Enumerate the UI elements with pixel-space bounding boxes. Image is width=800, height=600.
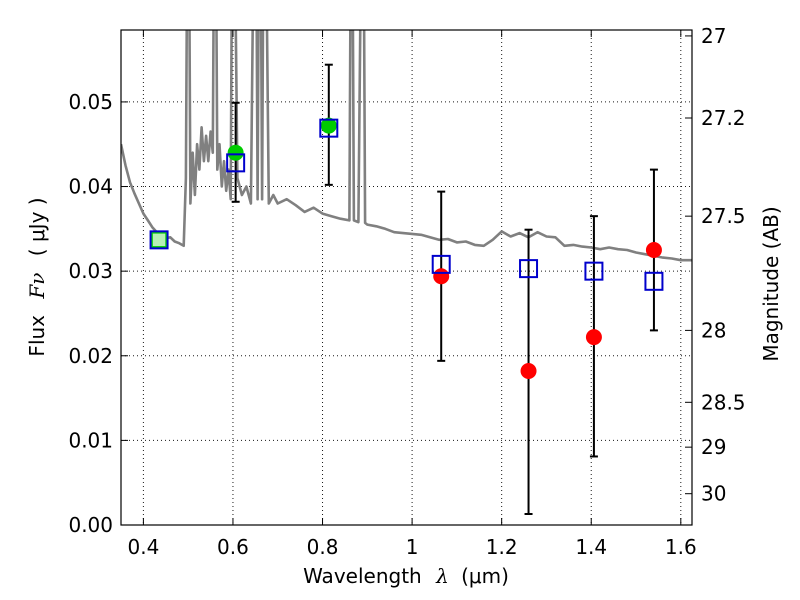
y2-tick-label: 27 (701, 24, 726, 48)
detection-point (228, 145, 243, 160)
x-tick-label: 1.2 (486, 535, 518, 559)
y2-tick-label: 27.2 (701, 106, 746, 130)
y-tick-label: 0.05 (68, 90, 113, 114)
nir-point (586, 330, 601, 345)
y-tick-label: 0.03 (68, 259, 113, 283)
x-axis-label: Wavelength λ (μm) (303, 564, 509, 588)
y-tick-label: 0.04 (68, 175, 113, 199)
x-tick-label: 0.6 (217, 535, 249, 559)
y-tick-label: 0.02 (68, 344, 113, 368)
y-axis-label: Flux Fν ( μJy ) (25, 197, 49, 356)
y-axis-ticks: 0.00 0.01 0.02 0.03 0.04 0.05 (68, 90, 128, 537)
y2-tick-label: 30 (701, 482, 726, 506)
y2-tick-label: 29 (701, 435, 726, 459)
plot-background (121, 30, 692, 525)
nir-point (646, 243, 661, 258)
blue-band-point (152, 233, 166, 247)
nir-point (434, 269, 449, 284)
y-tick-label: 0.01 (68, 428, 113, 452)
y-tick-label: 0.00 (68, 513, 113, 537)
x-tick-label: 1.4 (575, 535, 607, 559)
y2-tick-label: 28 (701, 318, 726, 342)
nir-point (521, 364, 536, 379)
x-tick-label: 0.8 (307, 535, 339, 559)
y2-tick-label: 28.5 (701, 390, 746, 414)
flux-vs-wavelength-chart: 0.4 0.6 0.8 1 1.2 1.4 1.6 0.00 0.01 0.02 0.03 0.04… (0, 0, 800, 600)
y2-axis-label: Magnitude (AB) (759, 206, 783, 361)
x-tick-label: 0.4 (127, 535, 159, 559)
x-tick-label: 1.6 (665, 535, 697, 559)
x-tick-label: 1 (406, 535, 419, 559)
y2-tick-label: 27.5 (701, 204, 746, 228)
right-axis-ticks: 27 27.2 27.5 28 28.5 29 30 (685, 24, 746, 506)
